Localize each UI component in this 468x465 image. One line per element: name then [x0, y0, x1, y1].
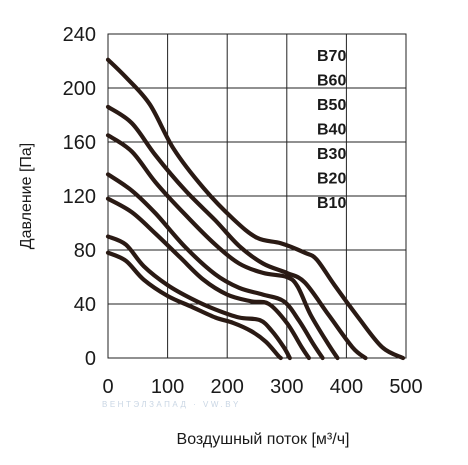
- x-tick-label: 200: [211, 376, 244, 398]
- y-tick-label: 240: [63, 24, 96, 46]
- y-tick-label: 80: [74, 240, 96, 262]
- y-tick-label: 200: [63, 78, 96, 100]
- curve-b50: [105, 133, 340, 361]
- performance-curves: [105, 57, 406, 361]
- x-tick-label: 300: [270, 376, 303, 398]
- curve-b70: [105, 57, 406, 361]
- legend-label-b60: B60: [317, 73, 346, 90]
- legend: B70 B60 B50 B40 B30 B20 B10: [317, 48, 346, 212]
- x-tick-label: 0: [102, 376, 113, 398]
- watermark: ВЕНТЭЛЗАПАД · VW.BY: [102, 400, 241, 409]
- x-axis-label: Воздушный поток [м³/ч]: [177, 431, 350, 448]
- y-tick-label: 160: [63, 132, 96, 154]
- x-tick-label: 400: [330, 376, 363, 398]
- curve-b40: [105, 172, 325, 361]
- curve-b60: [105, 104, 368, 361]
- x-axis-ticks: 0 100 200 300 400 500: [102, 376, 422, 398]
- legend-label-b50: B50: [317, 97, 346, 114]
- x-tick-label: 500: [389, 376, 422, 398]
- legend-label-b10: B10: [317, 195, 346, 212]
- legend-label-b40: B40: [317, 122, 346, 139]
- curve-b10: [105, 250, 283, 361]
- grid: [107, 33, 407, 359]
- legend-label-b20: B20: [317, 171, 346, 188]
- y-axis-label: Давление [Па]: [18, 143, 35, 250]
- y-axis-ticks: 240 200 160 120 80 40 0: [63, 24, 96, 370]
- legend-label-b30: B30: [317, 146, 346, 163]
- y-tick-label: 40: [74, 294, 96, 316]
- x-tick-label: 100: [151, 376, 184, 398]
- curve-b30: [105, 196, 311, 361]
- y-tick-label: 120: [63, 186, 96, 208]
- y-tick-label: 0: [85, 348, 96, 370]
- curve-b20: [105, 234, 292, 361]
- legend-label-b70: B70: [317, 48, 346, 65]
